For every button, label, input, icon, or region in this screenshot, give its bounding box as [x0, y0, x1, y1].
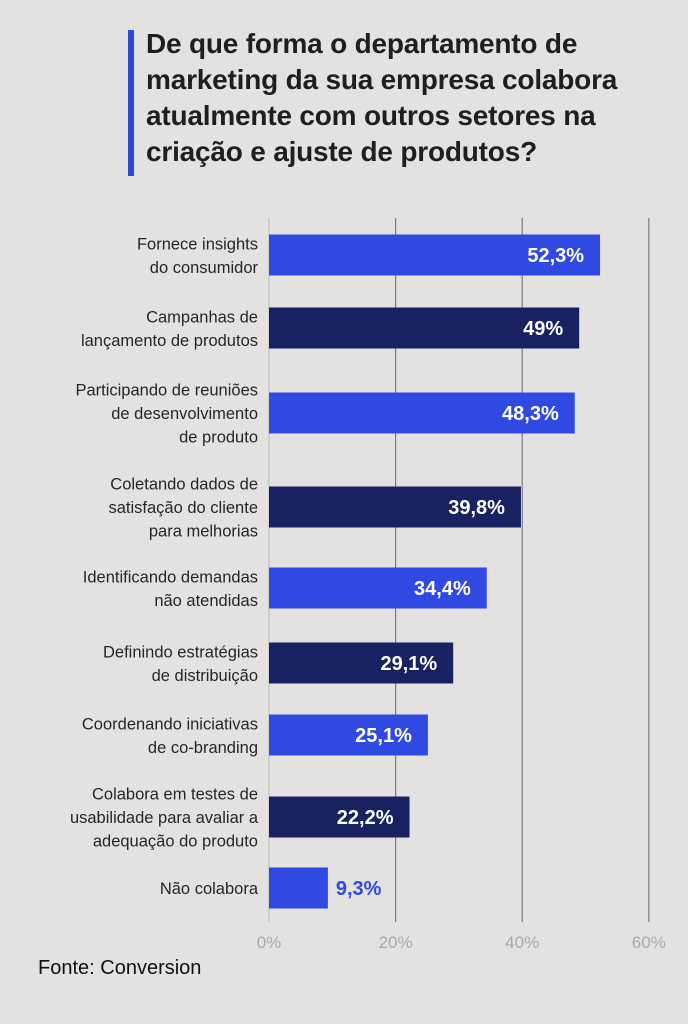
bar — [269, 392, 575, 434]
bar — [269, 867, 328, 909]
bar — [269, 486, 521, 528]
category-label-line: Colabora em testes de — [92, 786, 258, 804]
category-label: Fornece insights do consumidor — [137, 235, 259, 277]
category-label-line: adequação do produto — [93, 833, 258, 851]
category-label: Definindo estratégias de distribuição — [103, 643, 258, 685]
category-label-line: não atendidas — [154, 592, 258, 610]
x-tick-label: 40% — [505, 933, 539, 952]
bar — [269, 567, 487, 609]
category-label-line: Participando de reuniões — [75, 382, 258, 400]
bar — [269, 307, 580, 349]
x-tick-label: 60% — [632, 933, 666, 952]
value-label: 48,3% — [502, 403, 559, 425]
chart-title: De que forma o departamento de marketing… — [146, 28, 618, 167]
category-label-line: satisfação do cliente — [108, 499, 258, 517]
value-label: 9,3% — [336, 878, 382, 900]
value-label: 52,3% — [527, 245, 584, 267]
category-label-line: Campanhas de — [146, 308, 258, 326]
category-label: Campanhas de lançamento de produtos — [81, 308, 258, 350]
category-label: Identificando demandas não atendidas — [83, 568, 258, 610]
category-label-line: de distribuição — [152, 667, 258, 685]
category-label-line: Coordenando iniciativas — [82, 715, 258, 733]
category-label: Coletando dados de satisfação do cliente p… — [108, 476, 258, 541]
category-label-line: de desenvolvimento — [111, 405, 258, 423]
category-label: Participando de reuniões de desenvolvimen… — [75, 382, 258, 447]
x-tick-label: 20% — [379, 933, 413, 952]
bar — [269, 642, 454, 684]
value-label: 34,4% — [414, 578, 471, 600]
category-label: Colabora em testes de usabilidade para av… — [70, 786, 259, 851]
category-label-line: de co-branding — [148, 739, 258, 757]
category-label-line: Não colabora — [160, 880, 259, 898]
category-label: Não colabora — [160, 880, 259, 898]
value-label: 29,1% — [380, 653, 437, 675]
category-label-line: Coletando dados de — [110, 476, 258, 494]
bar — [269, 714, 428, 756]
category-label-line: usabilidade para avaliar a — [70, 809, 259, 827]
category-label-line: do consumidor — [150, 259, 259, 277]
category-label-line: lançamento de produtos — [81, 332, 258, 350]
value-label: 39,8% — [448, 497, 505, 519]
value-label: 49% — [523, 318, 563, 340]
title-accent-bar — [128, 30, 134, 176]
category-label-line: Identificando demandas — [83, 568, 258, 586]
category-label-line: Definindo estratégias — [103, 643, 258, 661]
category-label-line: para melhorias — [149, 523, 258, 541]
value-label: 22,2% — [337, 807, 394, 829]
bar — [269, 234, 601, 276]
category-label: Coordenando iniciativas de co-branding — [82, 715, 258, 757]
bar — [269, 796, 410, 838]
value-label: 25,1% — [355, 725, 412, 747]
category-label-line: de produto — [179, 429, 258, 447]
x-tick-label: 0% — [257, 933, 282, 952]
source-note: Fonte: Conversion — [38, 957, 202, 979]
category-label-line: Fornece insights — [137, 235, 258, 253]
